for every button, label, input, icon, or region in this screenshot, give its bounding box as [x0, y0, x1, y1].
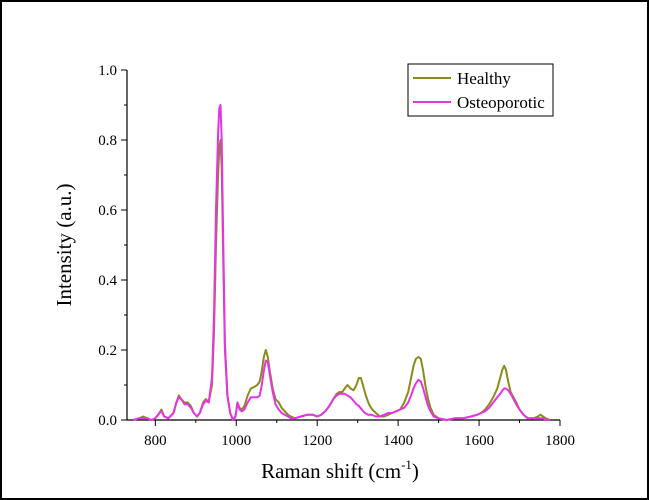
x-tick-label: 1400 — [383, 433, 413, 449]
x-tick-label: 1000 — [221, 433, 251, 449]
series-layer — [132, 104, 551, 421]
y-tick-label: 0.6 — [98, 203, 117, 219]
y-tick-label: 0.0 — [98, 413, 117, 429]
x-tick-label: 1600 — [464, 433, 494, 449]
legend-label-osteoporotic: Osteoporotic — [457, 93, 545, 112]
series-line-osteoporotic — [132, 104, 550, 421]
legend: Healthy Osteoporotic — [407, 63, 554, 117]
y-tick-label: 0.4 — [98, 273, 117, 289]
y-tick-label: 0.2 — [98, 343, 117, 359]
y-axis-label: Intensity (a.u.) — [52, 183, 76, 306]
x-tick-label: 800 — [144, 433, 167, 449]
x-tick-label: 1200 — [302, 433, 332, 449]
legend-label-healthy: Healthy — [457, 69, 511, 88]
x-tick-label: 1800 — [545, 433, 575, 449]
x-axis-label: Raman shift (cm-1) — [261, 457, 419, 483]
axes: 800 1000 1200 1400 1600 1800 0.0 0.2 0.4 0.6 0.8 1.… — [98, 63, 575, 449]
y-tick-label: 0.8 — [98, 133, 117, 149]
series-line-healthy — [132, 139, 551, 421]
y-tick-label: 1.0 — [98, 63, 117, 79]
legend-box — [407, 63, 554, 117]
